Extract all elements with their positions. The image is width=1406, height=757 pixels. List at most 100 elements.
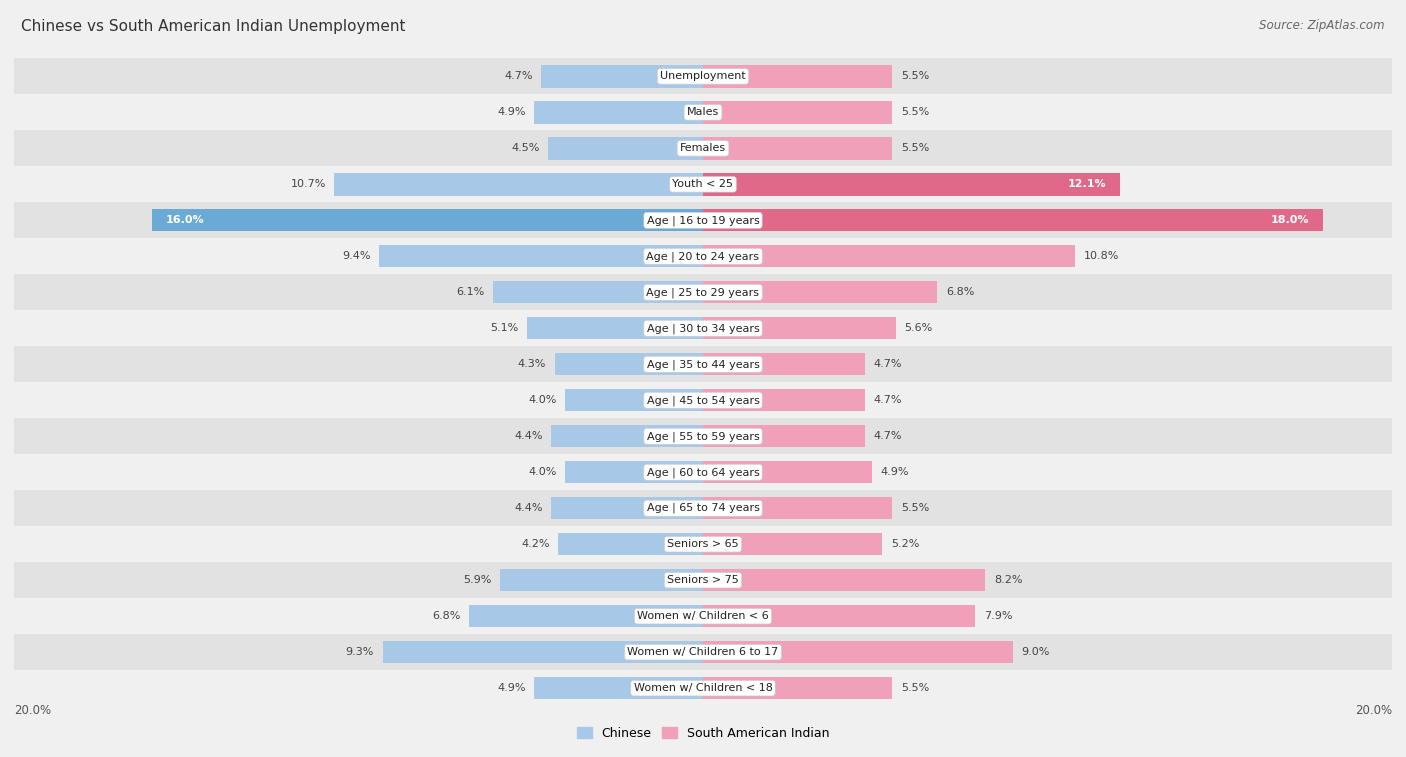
Bar bbox=[14, 526, 1392, 562]
Bar bbox=[14, 598, 1392, 634]
Bar bbox=[382, 641, 703, 663]
Text: 4.2%: 4.2% bbox=[522, 539, 550, 550]
Text: Women w/ Children < 6: Women w/ Children < 6 bbox=[637, 611, 769, 621]
Text: 4.4%: 4.4% bbox=[515, 431, 543, 441]
Text: Age | 65 to 74 years: Age | 65 to 74 years bbox=[647, 503, 759, 513]
Bar bbox=[703, 389, 865, 412]
Bar bbox=[703, 497, 893, 519]
Text: Age | 25 to 29 years: Age | 25 to 29 years bbox=[647, 287, 759, 298]
Bar bbox=[534, 101, 703, 123]
Bar bbox=[14, 202, 1392, 238]
Text: 5.5%: 5.5% bbox=[901, 107, 929, 117]
Text: 8.2%: 8.2% bbox=[994, 575, 1022, 585]
Text: Seniors > 75: Seniors > 75 bbox=[666, 575, 740, 585]
Bar bbox=[551, 425, 703, 447]
Text: 4.9%: 4.9% bbox=[498, 683, 526, 693]
Bar bbox=[14, 562, 1392, 598]
Bar bbox=[14, 382, 1392, 419]
Bar bbox=[14, 419, 1392, 454]
Bar bbox=[468, 605, 703, 628]
Legend: Chinese, South American Indian: Chinese, South American Indian bbox=[572, 722, 834, 745]
Text: 4.0%: 4.0% bbox=[529, 395, 557, 405]
Text: 5.6%: 5.6% bbox=[904, 323, 932, 333]
Text: 9.3%: 9.3% bbox=[346, 647, 374, 657]
Bar bbox=[703, 137, 893, 160]
Bar bbox=[14, 130, 1392, 167]
Text: 5.9%: 5.9% bbox=[463, 575, 491, 585]
Bar bbox=[14, 238, 1392, 274]
Text: Seniors > 65: Seniors > 65 bbox=[668, 539, 738, 550]
Bar bbox=[14, 346, 1392, 382]
Text: 4.3%: 4.3% bbox=[517, 360, 547, 369]
Text: 4.4%: 4.4% bbox=[515, 503, 543, 513]
Bar bbox=[565, 389, 703, 412]
Bar bbox=[703, 569, 986, 591]
Bar bbox=[14, 491, 1392, 526]
Text: 5.2%: 5.2% bbox=[891, 539, 920, 550]
Text: Age | 60 to 64 years: Age | 60 to 64 years bbox=[647, 467, 759, 478]
Text: Unemployment: Unemployment bbox=[661, 71, 745, 82]
Bar bbox=[14, 167, 1392, 202]
Bar bbox=[703, 209, 1323, 232]
Text: Women w/ Children 6 to 17: Women w/ Children 6 to 17 bbox=[627, 647, 779, 657]
Bar bbox=[14, 95, 1392, 130]
Text: Age | 45 to 54 years: Age | 45 to 54 years bbox=[647, 395, 759, 406]
Bar bbox=[703, 641, 1012, 663]
Bar bbox=[380, 245, 703, 267]
Text: 18.0%: 18.0% bbox=[1271, 215, 1309, 226]
Bar bbox=[534, 677, 703, 699]
Text: 20.0%: 20.0% bbox=[14, 704, 51, 717]
Text: 4.7%: 4.7% bbox=[873, 431, 903, 441]
Text: 5.1%: 5.1% bbox=[491, 323, 519, 333]
Bar bbox=[703, 425, 865, 447]
Bar bbox=[499, 569, 703, 591]
Text: Youth < 25: Youth < 25 bbox=[672, 179, 734, 189]
Text: Age | 16 to 19 years: Age | 16 to 19 years bbox=[647, 215, 759, 226]
Text: 5.5%: 5.5% bbox=[901, 71, 929, 82]
Bar bbox=[541, 65, 703, 88]
Bar bbox=[527, 317, 703, 339]
Text: 4.5%: 4.5% bbox=[510, 143, 540, 154]
Bar bbox=[548, 137, 703, 160]
Bar bbox=[703, 245, 1076, 267]
Text: 4.0%: 4.0% bbox=[529, 467, 557, 477]
Bar bbox=[14, 274, 1392, 310]
Text: 10.7%: 10.7% bbox=[291, 179, 326, 189]
Text: 12.1%: 12.1% bbox=[1067, 179, 1107, 189]
Bar bbox=[558, 533, 703, 556]
Bar bbox=[494, 281, 703, 304]
Text: 5.5%: 5.5% bbox=[901, 683, 929, 693]
Text: 9.0%: 9.0% bbox=[1022, 647, 1050, 657]
Bar bbox=[703, 281, 938, 304]
Bar bbox=[14, 634, 1392, 670]
Text: 7.9%: 7.9% bbox=[984, 611, 1012, 621]
Bar bbox=[703, 533, 882, 556]
Bar bbox=[14, 454, 1392, 491]
Bar bbox=[555, 353, 703, 375]
Text: 5.5%: 5.5% bbox=[901, 143, 929, 154]
Text: Age | 55 to 59 years: Age | 55 to 59 years bbox=[647, 431, 759, 441]
Text: 10.8%: 10.8% bbox=[1084, 251, 1119, 261]
Bar bbox=[703, 65, 893, 88]
Text: Age | 35 to 44 years: Age | 35 to 44 years bbox=[647, 359, 759, 369]
Text: Age | 30 to 34 years: Age | 30 to 34 years bbox=[647, 323, 759, 334]
Text: 6.8%: 6.8% bbox=[432, 611, 460, 621]
Bar bbox=[703, 173, 1119, 195]
Text: 4.9%: 4.9% bbox=[880, 467, 908, 477]
Text: 6.1%: 6.1% bbox=[456, 288, 484, 298]
Text: 6.8%: 6.8% bbox=[946, 288, 974, 298]
Text: 9.4%: 9.4% bbox=[342, 251, 371, 261]
Bar bbox=[14, 670, 1392, 706]
Text: Males: Males bbox=[688, 107, 718, 117]
Bar bbox=[703, 461, 872, 484]
Text: Source: ZipAtlas.com: Source: ZipAtlas.com bbox=[1260, 19, 1385, 32]
Bar bbox=[703, 101, 893, 123]
Bar bbox=[703, 677, 893, 699]
Bar bbox=[703, 317, 896, 339]
Text: Chinese vs South American Indian Unemployment: Chinese vs South American Indian Unemplo… bbox=[21, 19, 405, 34]
Text: Females: Females bbox=[681, 143, 725, 154]
Text: 5.5%: 5.5% bbox=[901, 503, 929, 513]
Text: 4.7%: 4.7% bbox=[503, 71, 533, 82]
Bar bbox=[551, 497, 703, 519]
Text: 4.9%: 4.9% bbox=[498, 107, 526, 117]
